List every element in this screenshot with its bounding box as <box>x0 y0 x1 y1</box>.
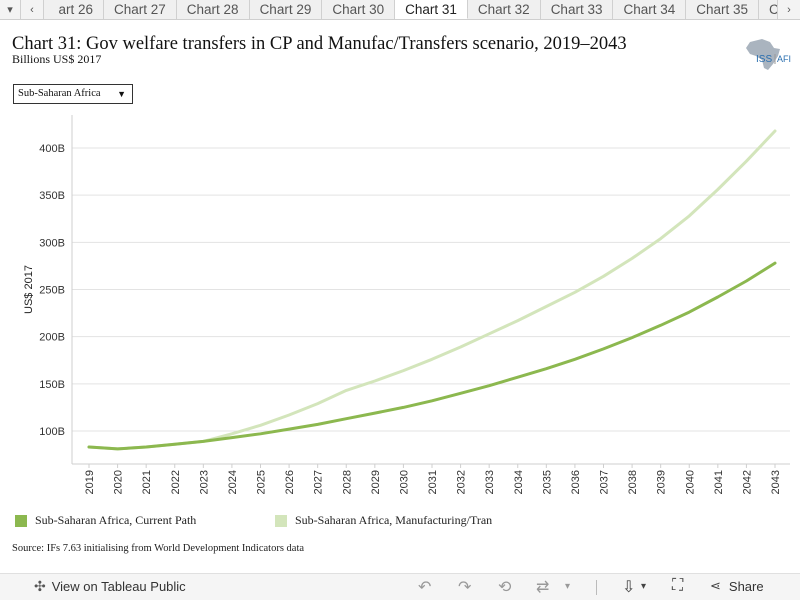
x-tick-label: 2041 <box>713 470 725 494</box>
y-tick-label: 300B <box>39 237 65 249</box>
legend-item-current-path[interactable]: Sub-Saharan Africa, Current Path <box>15 513 196 528</box>
refresh-dropdown-icon[interactable]: ▾ <box>565 581 571 592</box>
region-filter-dropdown[interactable]: Sub-Saharan Africa ▼ <box>13 84 133 104</box>
chart-title: Chart 31: Gov welfare transfers in CP an… <box>12 34 627 54</box>
source-note: Source: IFs 7.63 initialising from World… <box>12 543 305 554</box>
revert-icon[interactable]: ⟲ <box>498 579 512 596</box>
x-tick-label: 2025 <box>256 470 268 494</box>
x-tick-label: 2035 <box>541 470 553 494</box>
tab-menu-dropdown-icon[interactable]: ▾ <box>0 0 21 19</box>
download-icon[interactable]: ⇩ <box>622 579 636 596</box>
tab-chart-33[interactable]: Chart 33 <box>540 0 614 19</box>
y-axis-title: US$ 2017 <box>23 265 35 314</box>
x-tick-label: 2042 <box>741 470 753 494</box>
x-tick-label: 2022 <box>170 470 182 494</box>
tab-chart-32[interactable]: Chart 32 <box>467 0 541 19</box>
toolbar-divider <box>596 580 597 595</box>
x-tick-label: 2036 <box>570 470 582 494</box>
tab-chart-36[interactable]: Chart <box>759 0 777 19</box>
tab-chart-28[interactable]: Chart 28 <box>176 0 250 19</box>
chart-subtitle: Billions US$ 2017 <box>12 52 102 66</box>
iss-afi-logo: ISS AFI <box>746 39 791 70</box>
y-tick-label: 400B <box>39 143 65 155</box>
refresh-icon[interactable]: ⇄ <box>536 579 550 596</box>
legend-label-manufacturing: Sub-Saharan Africa, Manufacturing/Tran <box>295 513 493 527</box>
region-filter-value: Sub-Saharan Africa <box>18 88 101 99</box>
y-tick-label: 100B <box>39 426 65 438</box>
x-tick-label: 2030 <box>398 470 410 494</box>
tab-chart-31[interactable]: Chart 31 <box>395 0 468 19</box>
fullscreen-icon[interactable]: ⛶ <box>672 577 684 594</box>
tab-chart-34[interactable]: Chart 34 <box>613 0 687 19</box>
x-tick-label: 2027 <box>313 470 325 494</box>
undo-icon[interactable]: ↶ <box>418 579 432 596</box>
x-tick-label: 2028 <box>341 470 353 494</box>
x-tick-label: 2019 <box>84 470 96 494</box>
tab-chart-27[interactable]: Chart 27 <box>104 0 177 19</box>
legend-swatch-manufacturing <box>275 514 287 527</box>
tab-scroll-right-icon[interactable]: › <box>777 0 800 19</box>
dropdown-arrow-icon: ▼ <box>117 89 126 99</box>
x-tick-label: 2032 <box>456 470 468 494</box>
tab-list: art 26 Chart 27 Chart 28 Chart 29 Chart … <box>44 0 777 19</box>
x-tick-label: 2038 <box>627 470 639 494</box>
x-tick-label: 2031 <box>427 470 439 494</box>
sheet-tab-bar: ▾ ‹ art 26 Chart 27 Chart 28 Chart 29 Ch… <box>0 0 800 20</box>
y-tick-label: 250B <box>39 285 65 297</box>
svg-text:ISS: ISS <box>756 54 772 65</box>
redo-icon[interactable]: ↷ <box>458 579 472 596</box>
view-on-tableau-label: View on Tableau Public <box>51 579 186 594</box>
download-dropdown-icon[interactable]: ▾ <box>641 581 647 592</box>
tab-chart-29[interactable]: Chart 29 <box>249 0 323 19</box>
x-tick-label: 2020 <box>113 470 125 494</box>
tab-chart-26[interactable]: art 26 <box>44 0 104 19</box>
x-tick-label: 2026 <box>284 470 296 494</box>
tableau-toolbar: ✣ View on Tableau Public ↶ ↷ ⟲ ⇄ ▾ ⇩ ▾ ⛶… <box>0 573 800 600</box>
legend-swatch-current-path <box>15 514 27 527</box>
x-tick-label: 2034 <box>513 470 525 494</box>
tab-chart-35[interactable]: Chart 35 <box>686 0 760 19</box>
tab-scroll-left-icon[interactable]: ‹ <box>21 0 44 19</box>
x-tick-label: 2043 <box>770 470 782 494</box>
x-tick-label: 2037 <box>599 470 611 494</box>
tableau-logo-icon: ✣ <box>34 578 46 594</box>
share-label: Share <box>728 578 764 594</box>
legend-item-manufacturing[interactable]: Sub-Saharan Africa, Manufacturing/Tran <box>275 513 492 528</box>
y-tick-label: 200B <box>39 332 65 344</box>
legend-label-current-path: Sub-Saharan Africa, Current Path <box>35 513 197 527</box>
x-tick-label: 2039 <box>656 470 668 494</box>
line-chart: 100B 150B 200B 250B 300B 350B 400B 2019 2020 2021… <box>0 110 800 505</box>
share-icon: ⋖ <box>710 578 721 593</box>
chart-legend: Sub-Saharan Africa, Current Path Sub-Sah… <box>0 513 800 529</box>
chart-canvas: 100B 150B 200B 250B 300B 350B 400B 2019 2020 2021… <box>23 115 790 494</box>
x-tick-label: 2029 <box>370 470 382 494</box>
share-button[interactable]: ⋖ Share <box>710 578 764 594</box>
x-tick-label: 2033 <box>484 470 496 494</box>
tab-chart-30[interactable]: Chart 30 <box>322 0 396 19</box>
x-tick-label: 2021 <box>141 470 153 494</box>
svg-text:AFI: AFI <box>777 54 791 64</box>
y-tick-label: 150B <box>39 379 65 391</box>
y-tick-label: 350B <box>39 190 65 202</box>
x-tick-label: 2024 <box>227 470 239 494</box>
x-tick-label: 2023 <box>198 470 210 494</box>
x-tick-label: 2040 <box>684 470 696 494</box>
view-on-tableau-button[interactable]: ✣ View on Tableau Public <box>34 578 186 595</box>
series-line-current-path <box>87 261 777 451</box>
